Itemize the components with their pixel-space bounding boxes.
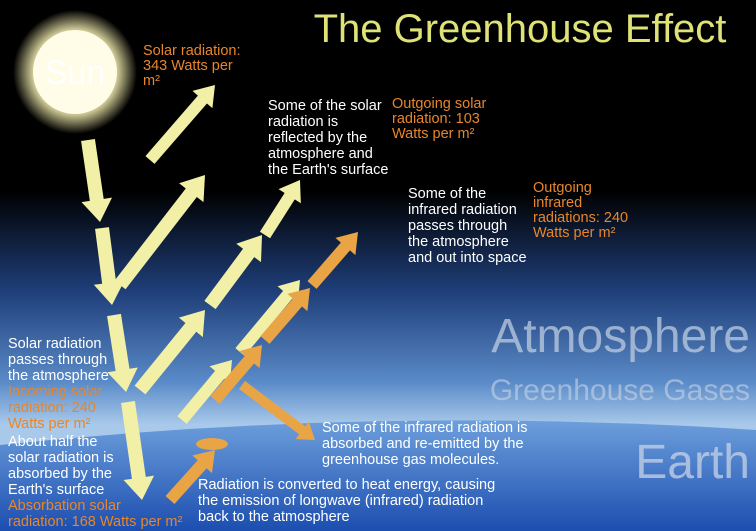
label-line: infrared radiation [408,202,517,218]
label-converted: Radiation is converted to heat energy, c… [198,477,495,525]
atmosphere-label: Atmosphere [491,310,750,363]
arrow [121,401,155,500]
label-line: Radiation is converted to heat energy, c… [198,477,495,493]
arrow [235,280,300,356]
arrow [81,138,112,222]
label-line: m² [143,73,160,89]
label-line: Incoming solar [8,384,102,400]
label-line: the atmosphere [408,234,509,250]
label-line: Solar radiation [8,336,102,352]
label-line: solar radiation is [8,450,114,466]
arrow [260,288,310,344]
arrow [177,360,232,424]
label-absorbation: Absorbation solar radiation: 168 Watts pe… [8,498,183,530]
label-line: Some of the [408,186,486,202]
label-line: the emission of longwave (infrared) radi… [198,493,483,509]
label-line: passes through [8,352,107,368]
arrow [210,345,262,404]
label-solar-in: Solar radiation: 343 Watts per m² [143,43,241,89]
label-line: Watts per m² [533,225,616,241]
label-passes: Solar radiation passes through the atmosph… [8,336,109,384]
label-line: radiations: 240 [533,210,628,226]
label-line: Some of the solar [268,98,382,114]
sun [33,30,117,114]
label-line: reflected by the [268,130,367,146]
label-ir-out: Some of the infrared radiation passes thro… [408,186,527,266]
label-line: Some of the infrared radiation is [322,420,528,436]
heat-spot [196,438,228,450]
label-line: back to the atmosphere [198,509,350,525]
arrow [107,313,138,392]
label-line: Watts per m² [8,416,91,432]
arrow [165,450,215,505]
label-line: the atmosphere [8,368,109,384]
label-line: infrared [533,195,582,211]
label-line: greenhouse gas molecules. [322,452,499,468]
label-line: Absorbation solar [8,498,121,514]
label-outgoing-ir: Outgoing infrared radiations: 240 Watts per… [533,180,628,241]
arrow [114,175,205,290]
label-line: absorbed and re-emitted by the [322,436,524,452]
label-line: Watts per m² [392,126,475,142]
arrow [204,235,262,310]
label-line: radiation is [268,114,338,130]
earth-surface [0,420,756,531]
label-line: radiation: 168 Watts per m² [8,514,183,530]
label-line: Outgoing solar [392,96,486,112]
label-line: About half the [8,434,98,450]
arrow [134,310,205,395]
label-line: Earth's surface [8,482,104,498]
arrow [238,381,315,440]
arrow [93,227,125,305]
label-outgoing-solar: Outgoing solar radiation: 103 Watts per m² [392,96,486,142]
label-line: the Earth's surface [268,162,388,178]
label-line: radiation: 240 [8,400,96,416]
title: The Greenhouse Effect [314,7,727,51]
label-absorbed: About half the solar radiation is absorbed… [8,434,114,498]
label-line: Solar radiation: [143,43,241,59]
gases-label: Greenhouse Gases [490,374,750,407]
label-line: radiation: 103 [392,111,480,127]
label-line: and out into space [408,250,527,266]
label-line: absorbed by the [8,466,112,482]
arrow [307,232,358,289]
label-line: 343 Watts per [143,58,233,74]
label-reemitted: Some of the infrared radiation is absorbe… [322,420,528,468]
arrow [259,180,301,239]
sun-label: Sun [45,54,106,92]
label-line: passes through [408,218,507,234]
label-line: Outgoing [533,180,592,196]
arrow [145,85,215,164]
earth-label: Earth [635,436,750,489]
label-line: atmosphere and [268,146,373,162]
label-reflected: Some of the solar radiation is reflected b… [268,98,388,178]
label-incoming: Incoming solar radiation: 240 Watts per m² [8,384,102,432]
